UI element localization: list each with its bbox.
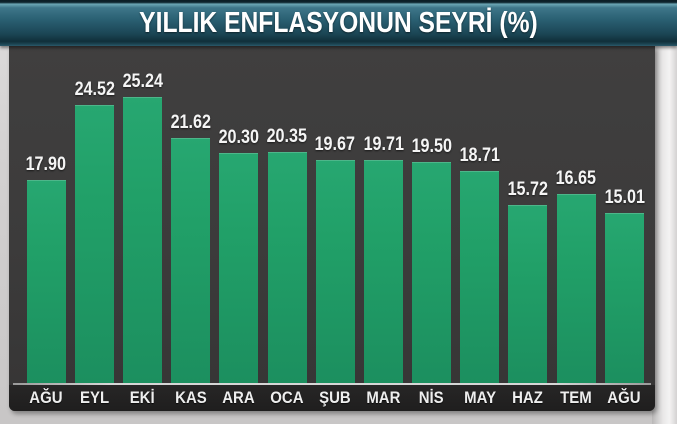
month-column: OCA bbox=[263, 388, 311, 408]
month-column: NİS bbox=[408, 388, 456, 408]
month-column: HAZ bbox=[504, 388, 552, 408]
month-label: MAY bbox=[463, 388, 496, 407]
bar-column: 16.65 bbox=[552, 168, 600, 383]
month-label: KAS bbox=[174, 388, 207, 407]
bar bbox=[604, 212, 644, 383]
month-label: OCA bbox=[270, 388, 304, 407]
chart-title: YILLIK ENFLASYONUN SEYRİ (%) bbox=[139, 6, 538, 39]
month-column: EYL bbox=[70, 388, 118, 408]
bar-value-label: 25.24 bbox=[122, 70, 163, 92]
bar bbox=[267, 152, 307, 383]
month-label: EKİ bbox=[129, 388, 155, 407]
bar-value-label: 15.72 bbox=[507, 178, 549, 200]
bar bbox=[74, 104, 114, 383]
x-axis-label-strip: AĞU EYL EKİ KAS ARA OCA ŞUB MAR NİS MAY HAZ TEM AĞU bbox=[9, 385, 655, 411]
bar-value-label: 19.67 bbox=[315, 133, 356, 155]
month-column: AĞU bbox=[22, 388, 70, 408]
bar-column: 17.90 bbox=[22, 154, 70, 383]
bar bbox=[315, 159, 355, 383]
bar-value-label: 15.01 bbox=[604, 186, 645, 208]
bar-column: 25.24 bbox=[118, 71, 166, 383]
month-label: HAZ bbox=[512, 388, 544, 407]
bar bbox=[508, 204, 548, 383]
bar-column: 19.67 bbox=[311, 134, 359, 383]
bar-column: 15.72 bbox=[504, 179, 552, 383]
month-label: AĞU bbox=[607, 388, 641, 407]
month-column: KAS bbox=[167, 388, 215, 408]
bar-column: 21.62 bbox=[167, 112, 215, 383]
bar bbox=[26, 180, 66, 383]
bar-value-label: 19.71 bbox=[363, 133, 404, 155]
bar-column: 20.30 bbox=[215, 127, 263, 383]
bar-value-label: 18.71 bbox=[459, 144, 500, 166]
month-column: MAR bbox=[359, 388, 407, 408]
month-label: NİS bbox=[419, 388, 445, 407]
bar-column: 18.71 bbox=[456, 145, 504, 383]
bar bbox=[171, 137, 211, 383]
month-label: MAR bbox=[366, 388, 401, 407]
bar-value-label: 20.35 bbox=[266, 126, 308, 148]
bar bbox=[460, 170, 500, 383]
bar-value-label: 20.30 bbox=[218, 126, 260, 148]
bar-value-label: 19.50 bbox=[411, 135, 452, 157]
month-column: TEM bbox=[552, 388, 600, 408]
month-label: ARA bbox=[222, 388, 256, 407]
month-label: TEM bbox=[560, 388, 592, 407]
bar-value-label: 24.52 bbox=[74, 78, 115, 100]
month-column: AĞU bbox=[600, 388, 648, 408]
title-banner: YILLIK ENFLASYONUN SEYRİ (%) bbox=[0, 0, 677, 46]
month-column: ARA bbox=[215, 388, 263, 408]
month-label: ŞUB bbox=[319, 388, 352, 407]
bar-value-label: 17.90 bbox=[25, 154, 67, 175]
bar bbox=[556, 194, 596, 383]
month-column: MAY bbox=[456, 388, 504, 408]
bar bbox=[363, 159, 403, 383]
bar bbox=[122, 96, 162, 383]
x-axis-baseline bbox=[13, 383, 651, 385]
bar bbox=[412, 161, 452, 383]
bar-column: 15.01 bbox=[600, 187, 648, 383]
month-column: ŞUB bbox=[311, 388, 359, 408]
bar bbox=[219, 152, 259, 383]
bar-column: 19.71 bbox=[359, 133, 407, 383]
plot-area: 17.90 24.52 25.24 21.62 20.30 20.35 19.67 19.71… bbox=[9, 46, 655, 383]
bar-column: 20.35 bbox=[263, 126, 311, 383]
month-label: EYL bbox=[79, 388, 109, 407]
bar-value-label: 21.62 bbox=[170, 111, 211, 133]
month-label: AĞU bbox=[29, 388, 63, 407]
bar-column: 19.50 bbox=[408, 136, 456, 383]
chart-panel: 17.90 24.52 25.24 21.62 20.30 20.35 19.67 19.71… bbox=[9, 46, 655, 411]
month-column: EKİ bbox=[118, 388, 166, 408]
bar-column: 24.52 bbox=[70, 79, 118, 383]
bar-value-label: 16.65 bbox=[555, 168, 597, 190]
